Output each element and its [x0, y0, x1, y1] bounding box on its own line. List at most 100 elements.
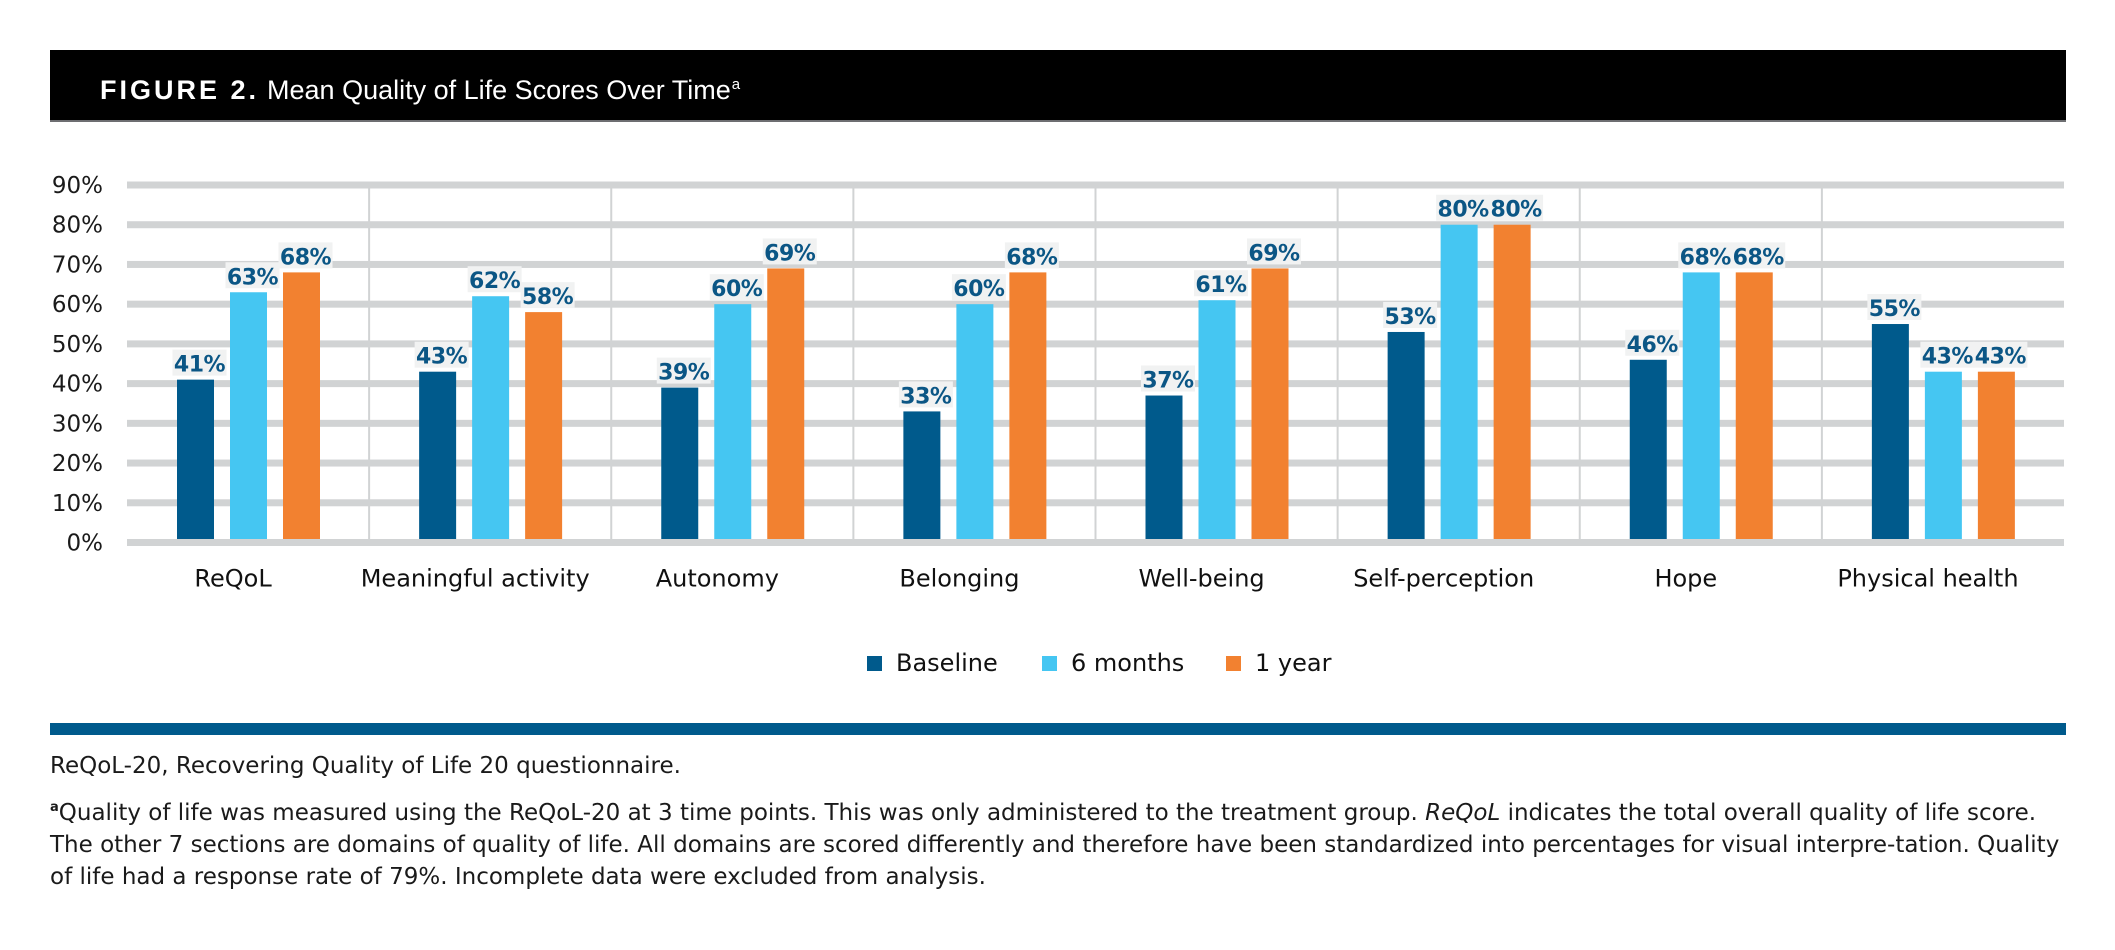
data-label-background: [1973, 341, 2028, 368]
legend-swatch-6-months: [1042, 655, 1057, 671]
bar-1-year: [1009, 272, 1047, 539]
bar-6-months: [472, 296, 510, 539]
chart-legend: Baseline 6 months 1 year: [0, 648, 2115, 678]
data-label: 69%: [764, 241, 816, 266]
legend-item-1-year: 1 year: [1226, 648, 1331, 678]
data-label: 41%: [174, 353, 226, 378]
x-category-label: Self-perception: [1353, 565, 1534, 593]
data-label: 58%: [522, 285, 574, 310]
data-label-background: [467, 266, 522, 293]
data-label-background: [1194, 270, 1248, 297]
y-tick-label: 10%: [52, 491, 103, 517]
data-label: 39%: [658, 361, 710, 386]
legend-label-baseline: Baseline: [896, 649, 998, 677]
data-label-background: [1383, 301, 1438, 328]
legend-swatch-1-year: [1226, 655, 1241, 671]
bars: [177, 224, 2015, 539]
data-label: 63%: [227, 265, 279, 290]
x-category-label: Autonomy: [656, 565, 779, 593]
y-tick-label: 90%: [52, 173, 103, 199]
bar-1-year: [283, 272, 320, 539]
group-separator: [1094, 185, 1097, 543]
x-category-label: Belonging: [899, 565, 1019, 593]
figure-number: FIGURE 2.: [100, 75, 260, 105]
y-tick-label: 20%: [52, 451, 103, 477]
title-footnote-marker: a: [731, 76, 741, 93]
data-label: 68%: [1680, 245, 1732, 270]
bar-baseline: [419, 371, 457, 539]
bar-1-year: [767, 268, 805, 539]
x-category-label: Meaningful activity: [361, 565, 590, 593]
y-tick-label: 50%: [52, 332, 103, 358]
bar-1-year: [1977, 371, 2015, 539]
bar-baseline: [1629, 359, 1667, 539]
data-label: 46%: [1627, 333, 1679, 358]
data-label-background: [414, 341, 469, 368]
legend-item-6-months: 6 months: [1042, 648, 1184, 678]
data-label: 68%: [1006, 245, 1058, 270]
y-tick-label: 80%: [52, 213, 103, 239]
bar-baseline: [1145, 395, 1183, 539]
data-label: 37%: [1142, 369, 1194, 394]
y-tick-label: 70%: [52, 252, 103, 278]
bar-baseline: [1387, 331, 1425, 539]
data-label: 68%: [1733, 245, 1785, 270]
bar-6-months: [714, 304, 752, 539]
bar-1-year: [1251, 268, 1289, 539]
group-separator: [1336, 185, 1339, 543]
bar-1-year: [525, 312, 563, 539]
data-label-background: [1141, 365, 1195, 392]
bar-baseline: [177, 379, 214, 539]
data-label: 53%: [1385, 305, 1437, 330]
y-tick-label: 30%: [52, 411, 103, 437]
footnote-marker: a: [50, 800, 59, 815]
data-label: 68%: [280, 245, 332, 270]
figure-title-text: Mean Quality of Life Scores Over Time: [267, 75, 731, 105]
note-text-part1: Quality of life was measured using the R…: [58, 800, 1426, 826]
data-label-background: [1731, 242, 1786, 269]
group-separator: [1578, 185, 1581, 543]
footer-rule: [50, 723, 2066, 735]
data-label-background: [656, 357, 711, 384]
data-label-background: [1436, 194, 1491, 221]
bar-1-year: [1735, 272, 1773, 539]
bar-chart: 41%63%68%43%62%58%39%60%69%33%60%68%37%6…: [52, 173, 2064, 593]
group-separator: [852, 185, 855, 543]
bar-baseline: [1871, 324, 1909, 539]
data-label: 43%: [1922, 345, 1974, 370]
bar-6-months: [1198, 300, 1236, 539]
data-label: 43%: [416, 345, 468, 370]
note-text-part2: indicates the total overall quality of l…: [50, 800, 2060, 890]
x-axis-categories: ReQoL Meaningful activity Autonomy Belongin…: [194, 565, 2018, 593]
y-tick-label: 60%: [52, 292, 103, 318]
bar-6-months: [1924, 371, 1962, 539]
bar-6-months: [1440, 224, 1478, 539]
y-tick-label: 0%: [67, 531, 104, 557]
data-label: 62%: [469, 269, 521, 294]
data-label: 61%: [1195, 273, 1247, 298]
note-text-italic: ReQoL: [1425, 800, 1501, 826]
data-label-background: [898, 381, 953, 408]
data-labels: 41%63%68%43%62%58%39%60%69%33%60%68%37%6…: [172, 194, 2028, 409]
data-label-background: [1920, 341, 1975, 368]
data-label-background: [709, 274, 764, 301]
x-category-label: Hope: [1654, 565, 1717, 593]
data-label-background: [1678, 242, 1733, 269]
abbreviation-footnote: ReQoL-20, Recovering Quality of Life 20 …: [50, 753, 681, 779]
data-label-background: [225, 262, 280, 289]
data-label-background: [1867, 294, 1922, 321]
data-label-background: [762, 238, 817, 265]
bar-6-months: [956, 304, 994, 539]
bar-1-year: [1493, 224, 1531, 539]
x-category-label: Well-being: [1138, 565, 1264, 593]
data-label: 80%: [1438, 198, 1490, 223]
figure-header: FIGURE 2. Mean Quality of Life Scores Ove…: [50, 50, 2066, 122]
bar-6-months: [230, 292, 267, 539]
data-label: 33%: [900, 384, 952, 409]
group-separator: [368, 185, 371, 543]
data-label: 55%: [1869, 297, 1921, 322]
bar-baseline: [903, 411, 941, 539]
data-label: 60%: [711, 277, 763, 302]
data-label-background: [172, 349, 227, 376]
note-footnote: aQuality of life was measured using the …: [50, 792, 2070, 893]
